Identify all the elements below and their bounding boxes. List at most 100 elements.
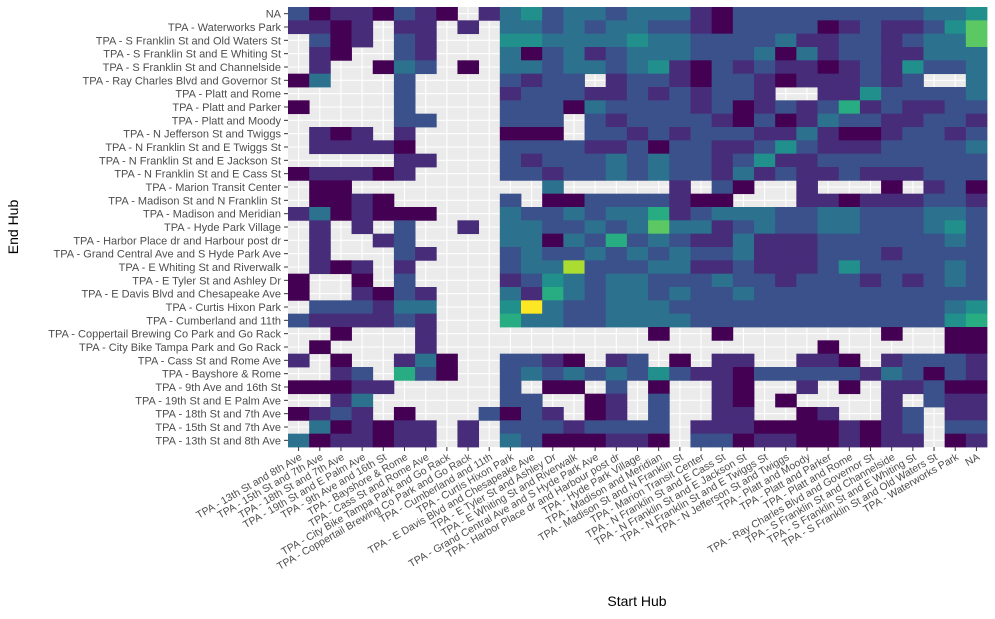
heatmap-cell — [732, 233, 755, 248]
heatmap-cell — [775, 247, 797, 261]
heatmap-cell — [754, 420, 776, 435]
heatmap-cell — [796, 33, 818, 48]
heatmap-cell — [881, 393, 903, 408]
heatmap-cell — [690, 100, 713, 115]
heatmap-cell — [690, 193, 713, 208]
heatmap-cell — [965, 353, 988, 368]
heatmap-cell — [563, 33, 585, 48]
heatmap-cell — [309, 380, 331, 395]
heatmap-cell — [817, 260, 840, 275]
heatmap-cell — [817, 273, 840, 288]
heatmap-cell — [542, 113, 564, 128]
heatmap-cell — [881, 127, 903, 141]
heatmap-cell — [732, 180, 755, 195]
heatmap-cell — [902, 273, 924, 288]
y-tick-label: TPA - Ray Charles Blvd and Governor St — [83, 75, 282, 87]
heatmap-cell — [923, 220, 946, 235]
heatmap-cell — [648, 167, 670, 181]
heatmap-cell — [902, 20, 924, 35]
y-tick-label: TPA - 9th Ave and 16th St — [155, 382, 281, 394]
heatmap-cell — [542, 300, 564, 315]
heatmap-cell — [584, 407, 607, 421]
heatmap-cell — [838, 313, 861, 328]
heatmap-cell — [902, 300, 924, 315]
heatmap-cell — [796, 287, 818, 301]
heatmap-cell — [626, 233, 649, 248]
heatmap-cell — [944, 340, 967, 355]
heatmap-cell — [775, 47, 797, 61]
heatmap-cell — [838, 367, 861, 381]
heatmap-cell — [838, 380, 861, 395]
heatmap-cell — [648, 380, 670, 395]
heatmap-cell — [711, 233, 734, 248]
heatmap-cell — [626, 313, 649, 328]
y-axis-title: End Hub — [5, 200, 21, 255]
heatmap-cell — [944, 220, 967, 235]
heatmap-cell — [393, 247, 416, 261]
heatmap-cell — [542, 287, 564, 301]
heatmap-cell — [859, 220, 882, 235]
heatmap-cell — [923, 353, 946, 368]
heatmap-cell — [690, 113, 713, 128]
heatmap-cell — [521, 113, 543, 128]
heatmap-cell — [648, 367, 670, 381]
heatmap-cell — [542, 273, 564, 288]
heatmap-cell — [965, 340, 988, 355]
heatmap-cell — [542, 260, 564, 275]
heatmap-cell — [584, 127, 607, 141]
heatmap-cell — [648, 153, 670, 168]
heatmap-cell — [415, 113, 437, 128]
y-tick-label: TPA - Cumberland and 11th — [146, 315, 281, 327]
heatmap-cell — [309, 140, 331, 155]
heatmap-cell — [372, 140, 395, 155]
heatmap-cell — [796, 273, 818, 288]
heatmap-cell — [309, 313, 331, 328]
heatmap-cell — [499, 87, 522, 101]
heatmap-cell — [754, 433, 776, 448]
heatmap-cell — [754, 33, 776, 48]
heatmap-cell — [309, 233, 331, 248]
heatmap-cell — [542, 20, 564, 35]
heatmap-cell — [499, 153, 522, 168]
y-tick-label: TPA - Marion Transit Center — [145, 182, 281, 194]
heatmap-cell — [732, 353, 755, 368]
heatmap-cell — [902, 100, 924, 115]
heatmap-cell — [732, 113, 755, 128]
heatmap-cell — [690, 287, 713, 301]
heatmap-cell — [732, 407, 755, 421]
heatmap-cell — [881, 87, 903, 101]
heatmap-cell — [351, 220, 374, 235]
heatmap-cell — [499, 273, 522, 288]
heatmap-cell — [690, 47, 713, 61]
heatmap-cell — [669, 180, 691, 195]
heatmap-cell — [817, 140, 840, 155]
y-tick-label: TPA - 15th St and 7th Ave — [155, 422, 281, 434]
heatmap-cell — [393, 407, 416, 421]
heatmap-cell — [669, 300, 691, 315]
y-tick-label: TPA - S Franklin St and Channelside — [103, 62, 281, 74]
heatmap-cell — [965, 113, 988, 128]
heatmap-cell — [754, 207, 776, 221]
heatmap-cell — [499, 393, 522, 408]
heatmap-cell — [859, 287, 882, 301]
heatmap-cell — [859, 313, 882, 328]
heatmap-cell — [393, 313, 416, 328]
y-tick-label: TPA - S Franklin St and E Whiting St — [103, 49, 281, 61]
heatmap-cell — [711, 300, 734, 315]
heatmap-cell — [626, 353, 649, 368]
heatmap-cell — [521, 20, 543, 35]
heatmap-cell — [605, 60, 628, 75]
heatmap-cell — [499, 167, 522, 181]
heatmap-cell — [415, 313, 437, 328]
heatmap-cell — [584, 140, 607, 155]
heatmap-cell — [965, 300, 988, 315]
heatmap-cell — [838, 47, 861, 61]
y-tick-label: TPA - Waterworks Park — [168, 22, 282, 34]
heatmap-cell — [351, 167, 374, 181]
heatmap-cell — [415, 7, 437, 21]
heatmap-cell — [732, 287, 755, 301]
heatmap-cell — [965, 193, 988, 208]
heatmap-cell — [351, 433, 374, 448]
heatmap-cell — [372, 287, 395, 301]
